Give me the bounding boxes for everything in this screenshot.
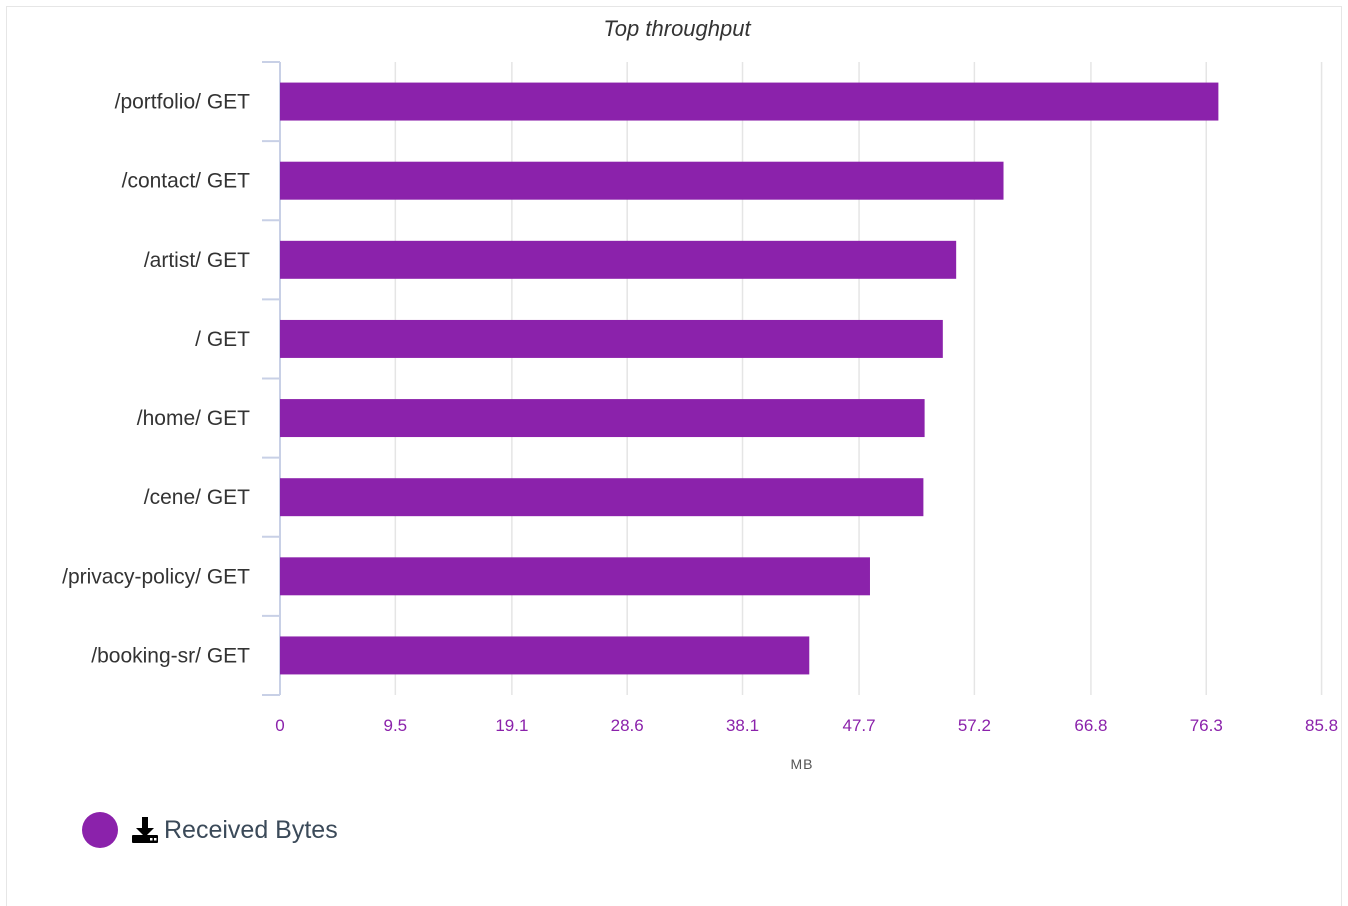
bar[interactable] [280,636,810,675]
x-tick-label: 85.8 [1305,716,1338,735]
bar[interactable] [280,399,925,438]
x-tick-label: 19.1 [495,716,528,735]
grid-lines [394,62,1323,695]
x-tick-labels: 0 9.5 19.1 28.6 38.1 47.7 57.2 66.8 76.3 85.8 [275,716,1338,735]
category-label: /artist/ GET [144,249,250,272]
x-tick-label: 28.6 [611,716,644,735]
bar[interactable] [280,557,870,596]
legend[interactable]: Received Bytes [82,810,338,850]
category-label: /portfolio/ GET [115,91,251,114]
category-label: /contact/ GET [122,170,251,193]
download-icon [132,817,158,843]
chart-title: Top throughput [603,16,751,41]
category-label: /cene/ GET [144,486,250,509]
x-tick-label: 66.8 [1074,716,1107,735]
category-label: / GET [195,328,250,351]
x-tick-label: 76.3 [1190,716,1223,735]
bars [280,82,1219,675]
x-tick-label: 38.1 [726,716,759,735]
x-tick-label: 47.7 [843,716,876,735]
category-label: /booking-sr/ GET [91,644,250,667]
legend-label: Received Bytes [164,815,338,844]
chart-frame [6,6,1342,906]
category-label: /privacy-policy/ GET [62,565,250,588]
bar[interactable] [280,319,943,358]
bar[interactable] [280,161,1004,200]
bar[interactable] [280,82,1219,121]
bar[interactable] [280,478,924,517]
x-axis-label: MB [791,756,814,772]
x-tick-label: 9.5 [384,716,408,735]
y-axis [262,61,281,696]
bar[interactable] [280,240,957,279]
x-tick-label: 57.2 [958,716,991,735]
x-tick-label: 0 [275,716,284,735]
bar-chart: Top throughput /portfolio/ GET/contact/ … [62,16,1338,772]
legend-marker [82,812,118,848]
category-label: /home/ GET [137,407,250,430]
category-labels: /portfolio/ GET/contact/ GET/artist/ GET… [62,91,250,668]
